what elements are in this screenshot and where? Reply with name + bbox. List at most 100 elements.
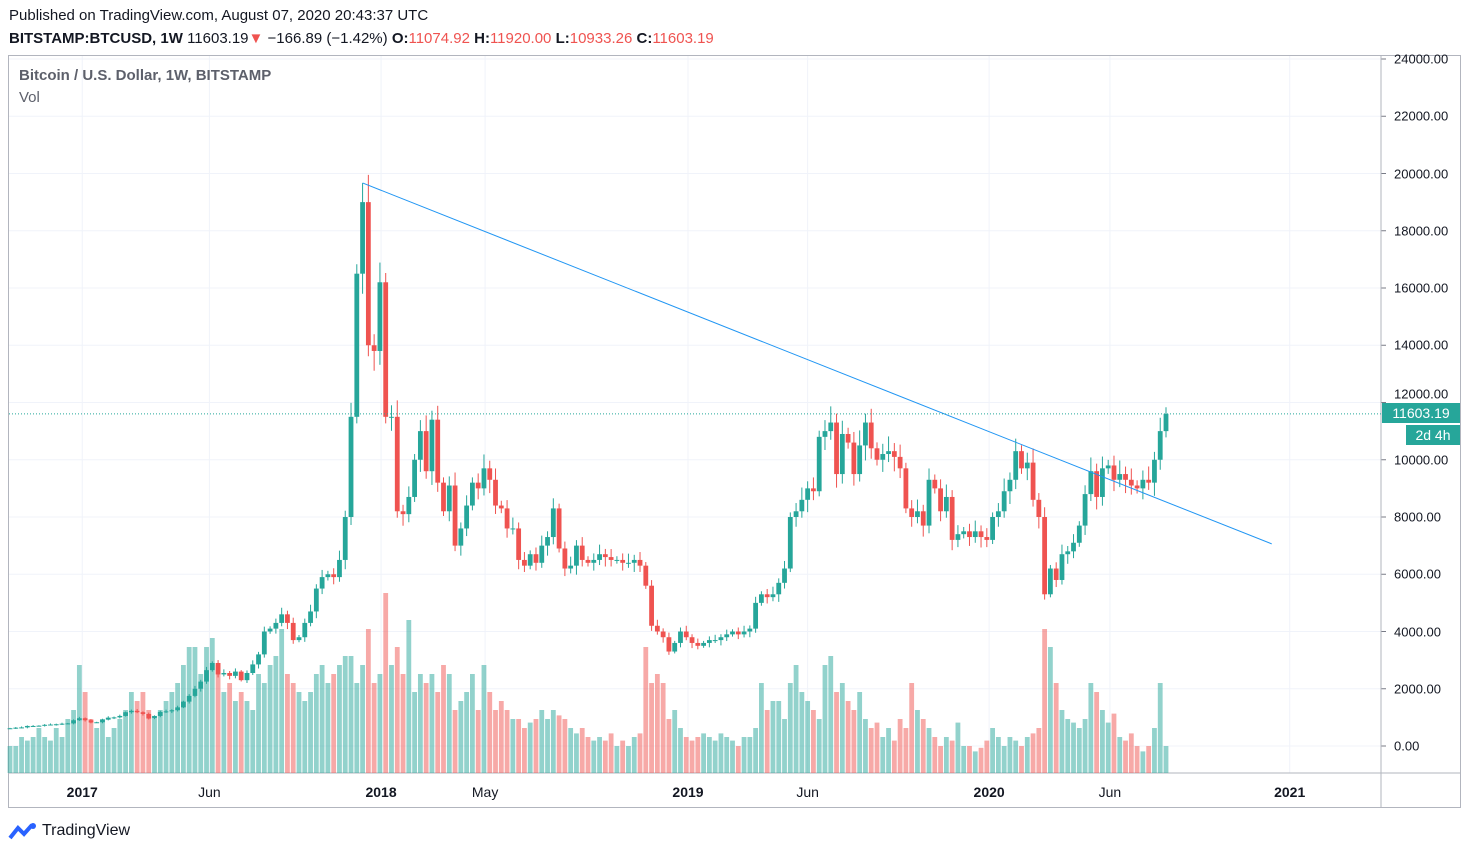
volume-bar — [1019, 746, 1024, 773]
volume-bar — [759, 683, 764, 773]
candle-body — [550, 508, 556, 538]
candle-body — [863, 422, 868, 446]
tradingview-logo-icon — [8, 823, 36, 840]
candle-body — [134, 710, 140, 713]
candle-body — [152, 715, 157, 719]
candle-body — [192, 688, 198, 696]
candle-body — [764, 594, 770, 598]
volume-bar — [348, 656, 354, 773]
volume-bar — [186, 647, 192, 773]
candle-body — [735, 631, 741, 635]
candle-body — [539, 545, 545, 563]
volume-bar — [7, 746, 13, 773]
chart-frame[interactable] — [8, 55, 1461, 808]
volume-bar — [799, 692, 805, 773]
y-tick-label: 0.00 — [1394, 738, 1420, 754]
candle-body — [1001, 491, 1007, 512]
candle-body — [556, 508, 562, 549]
volume-bar — [1094, 692, 1100, 773]
volume-bar — [822, 665, 828, 773]
candle-body — [360, 202, 365, 274]
volume-bar — [42, 737, 48, 773]
volume-bar — [192, 647, 198, 773]
candle-body — [446, 485, 452, 512]
open-label: O: — [391, 30, 409, 47]
candle-body — [290, 622, 296, 641]
candle-body — [995, 511, 1001, 517]
volume-bar — [961, 746, 967, 773]
candle-body — [256, 654, 261, 665]
candle-body — [1082, 494, 1088, 526]
candle-body — [76, 718, 82, 721]
candle-body — [24, 725, 30, 728]
candle-body — [660, 631, 666, 638]
low-value: 10933.26 — [569, 30, 633, 47]
y-tick-label: 8000.00 — [1394, 509, 1441, 525]
volume-bar — [389, 665, 394, 773]
tradingview-logo[interactable]: TradingView — [8, 822, 130, 840]
candle-body — [816, 436, 822, 492]
candle-body — [654, 625, 660, 632]
volume-bar — [30, 737, 36, 773]
volume-bar — [747, 737, 753, 773]
volume-bar — [53, 728, 59, 773]
volume-bar — [215, 665, 221, 773]
candle-body — [608, 557, 614, 560]
volume-bar — [967, 746, 972, 773]
candle-body — [868, 422, 874, 449]
close-label: C: — [636, 30, 653, 47]
volume-bar — [753, 728, 759, 773]
volume-bar — [94, 728, 100, 773]
candle-body — [747, 628, 753, 632]
candle-body — [53, 724, 59, 726]
volume-bar — [1152, 728, 1157, 773]
volume-bar — [452, 710, 458, 773]
volume-bar — [481, 665, 487, 773]
volume-bar — [724, 737, 730, 773]
candle-body — [1059, 554, 1065, 580]
candle-body — [579, 545, 585, 560]
candle-body — [331, 574, 337, 578]
volume-bar — [342, 656, 348, 773]
candle-body — [967, 531, 972, 538]
volume-bar — [585, 737, 591, 773]
candle-body — [123, 712, 128, 716]
volume-bar — [938, 746, 943, 773]
candle-body — [695, 642, 701, 646]
candle-body — [244, 673, 250, 681]
candle-body — [7, 728, 13, 730]
low-label: L: — [555, 30, 570, 47]
volume-bar — [1048, 647, 1053, 773]
candle-body — [1146, 479, 1152, 483]
volume-bar — [579, 728, 585, 773]
volume-bar — [539, 710, 545, 773]
candle-body — [793, 511, 799, 517]
volume-bar — [140, 692, 146, 773]
y-tick-label: 18000.00 — [1394, 223, 1449, 239]
candle-body — [221, 673, 227, 675]
candle-body — [909, 508, 915, 517]
candle-body — [585, 559, 591, 563]
volume-bar — [712, 740, 718, 773]
candle-body — [978, 531, 984, 538]
candle-body — [741, 631, 747, 635]
volume-bar — [972, 751, 978, 773]
volume-bar — [695, 737, 701, 773]
y-tick-label: 10000.00 — [1394, 452, 1449, 468]
volume-bar — [735, 746, 741, 773]
candle-body — [169, 710, 175, 712]
volume-bar — [643, 647, 649, 773]
last-price: 11603.19 — [187, 30, 249, 47]
candle-body — [464, 505, 470, 529]
candle-body — [510, 528, 516, 530]
volume-bar — [181, 665, 186, 773]
volume-bar — [834, 692, 839, 773]
volume-bar — [267, 665, 273, 773]
candle-body — [591, 559, 597, 563]
volume-bar — [88, 719, 94, 773]
volume-bar — [302, 701, 308, 773]
volume-bar — [383, 593, 389, 773]
candle-body — [267, 628, 273, 632]
candle-body — [337, 559, 342, 578]
